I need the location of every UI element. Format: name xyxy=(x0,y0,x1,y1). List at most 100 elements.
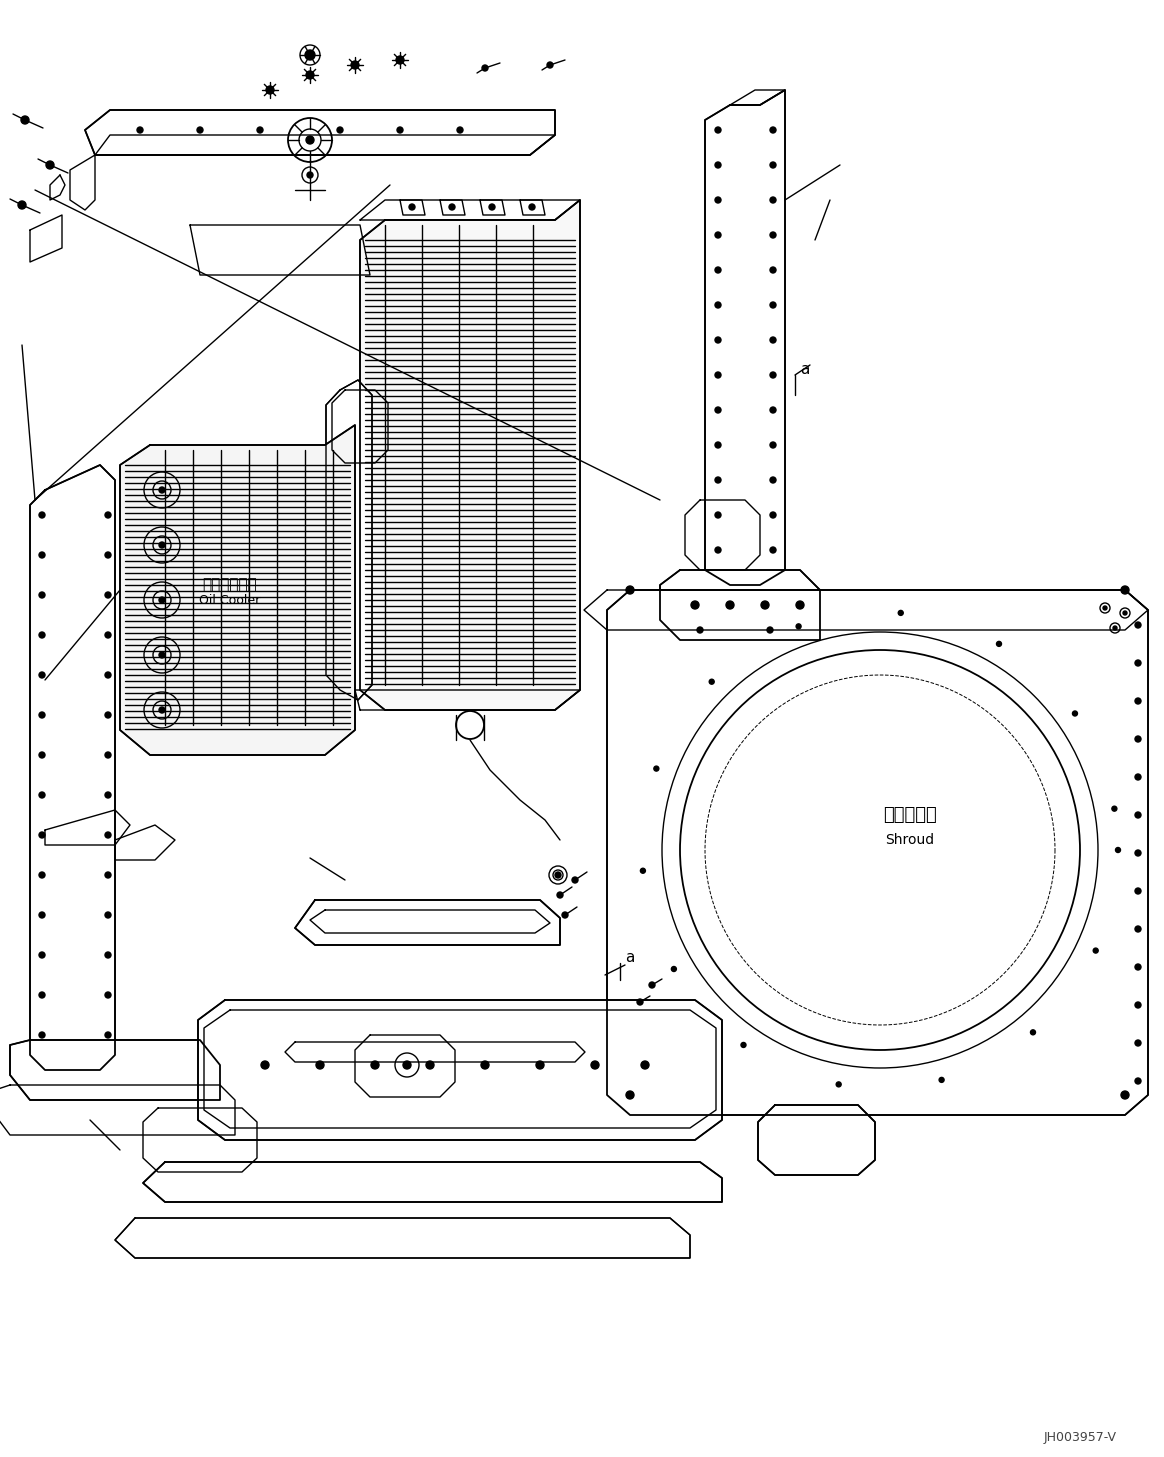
Polygon shape xyxy=(143,1163,722,1202)
Circle shape xyxy=(306,136,314,144)
Circle shape xyxy=(771,162,776,168)
Circle shape xyxy=(715,127,721,133)
Circle shape xyxy=(715,197,721,203)
Circle shape xyxy=(105,552,111,558)
Text: a: a xyxy=(625,950,634,966)
Circle shape xyxy=(40,992,45,998)
Circle shape xyxy=(21,117,29,124)
Circle shape xyxy=(650,982,655,988)
Circle shape xyxy=(641,1061,650,1069)
Circle shape xyxy=(626,1091,634,1099)
Circle shape xyxy=(771,407,776,412)
Circle shape xyxy=(715,476,721,484)
Text: a: a xyxy=(800,363,809,377)
Circle shape xyxy=(1113,627,1117,629)
Circle shape xyxy=(489,204,495,210)
Circle shape xyxy=(899,610,903,615)
Circle shape xyxy=(709,679,715,685)
Circle shape xyxy=(159,707,165,712)
Circle shape xyxy=(457,127,463,133)
Circle shape xyxy=(771,441,776,447)
Circle shape xyxy=(159,487,165,492)
Circle shape xyxy=(715,511,721,519)
Circle shape xyxy=(261,1061,269,1069)
Circle shape xyxy=(105,672,111,678)
Circle shape xyxy=(40,712,45,718)
Circle shape xyxy=(1072,711,1078,715)
Circle shape xyxy=(562,912,568,918)
Text: オイルクーラ: オイルクーラ xyxy=(203,577,257,593)
Circle shape xyxy=(449,204,455,210)
Circle shape xyxy=(672,966,676,972)
Circle shape xyxy=(40,1032,45,1037)
Circle shape xyxy=(159,597,165,603)
Circle shape xyxy=(1135,622,1141,628)
Polygon shape xyxy=(758,1104,875,1174)
Circle shape xyxy=(640,868,645,873)
Circle shape xyxy=(105,871,111,879)
Circle shape xyxy=(40,912,45,918)
Circle shape xyxy=(105,752,111,758)
Circle shape xyxy=(771,302,776,307)
Polygon shape xyxy=(30,465,115,1069)
Polygon shape xyxy=(606,590,1148,1115)
Circle shape xyxy=(761,600,769,609)
Polygon shape xyxy=(294,900,560,946)
Circle shape xyxy=(626,586,634,594)
Text: Shroud: Shroud xyxy=(886,833,935,847)
Circle shape xyxy=(40,752,45,758)
Circle shape xyxy=(397,127,403,133)
Circle shape xyxy=(352,61,359,68)
Circle shape xyxy=(715,232,721,237)
Circle shape xyxy=(257,127,263,133)
Circle shape xyxy=(403,1061,411,1069)
Circle shape xyxy=(771,232,776,237)
Polygon shape xyxy=(10,1040,220,1100)
Circle shape xyxy=(396,55,404,64)
Circle shape xyxy=(715,407,721,412)
Circle shape xyxy=(1115,848,1121,852)
Circle shape xyxy=(105,793,111,798)
Circle shape xyxy=(40,552,45,558)
Polygon shape xyxy=(120,425,355,755)
Circle shape xyxy=(654,766,659,771)
Circle shape xyxy=(1135,965,1141,970)
Circle shape xyxy=(137,127,143,133)
Circle shape xyxy=(1103,606,1107,610)
Circle shape xyxy=(17,201,26,208)
Circle shape xyxy=(741,1042,746,1048)
Circle shape xyxy=(1121,1091,1129,1099)
Polygon shape xyxy=(326,380,372,699)
Circle shape xyxy=(40,793,45,798)
Circle shape xyxy=(771,476,776,484)
Circle shape xyxy=(105,632,111,638)
Circle shape xyxy=(371,1061,379,1069)
Circle shape xyxy=(697,627,703,632)
Circle shape xyxy=(715,441,721,447)
Circle shape xyxy=(1135,774,1141,779)
Circle shape xyxy=(715,162,721,168)
Circle shape xyxy=(1030,1030,1036,1034)
Circle shape xyxy=(307,172,313,178)
Circle shape xyxy=(528,204,535,210)
Circle shape xyxy=(796,624,801,629)
Circle shape xyxy=(715,372,721,377)
Circle shape xyxy=(771,337,776,342)
Circle shape xyxy=(40,632,45,638)
Circle shape xyxy=(105,992,111,998)
Circle shape xyxy=(558,892,563,898)
Circle shape xyxy=(715,337,721,342)
Circle shape xyxy=(1135,1002,1141,1008)
Circle shape xyxy=(159,651,165,659)
Circle shape xyxy=(47,162,54,169)
Circle shape xyxy=(547,63,553,68)
Circle shape xyxy=(637,1000,643,1005)
Circle shape xyxy=(715,267,721,272)
Circle shape xyxy=(105,1032,111,1037)
Circle shape xyxy=(591,1061,599,1069)
Circle shape xyxy=(796,600,804,609)
Circle shape xyxy=(105,592,111,597)
Circle shape xyxy=(1135,1078,1141,1084)
Circle shape xyxy=(1135,1040,1141,1046)
Polygon shape xyxy=(85,109,555,154)
